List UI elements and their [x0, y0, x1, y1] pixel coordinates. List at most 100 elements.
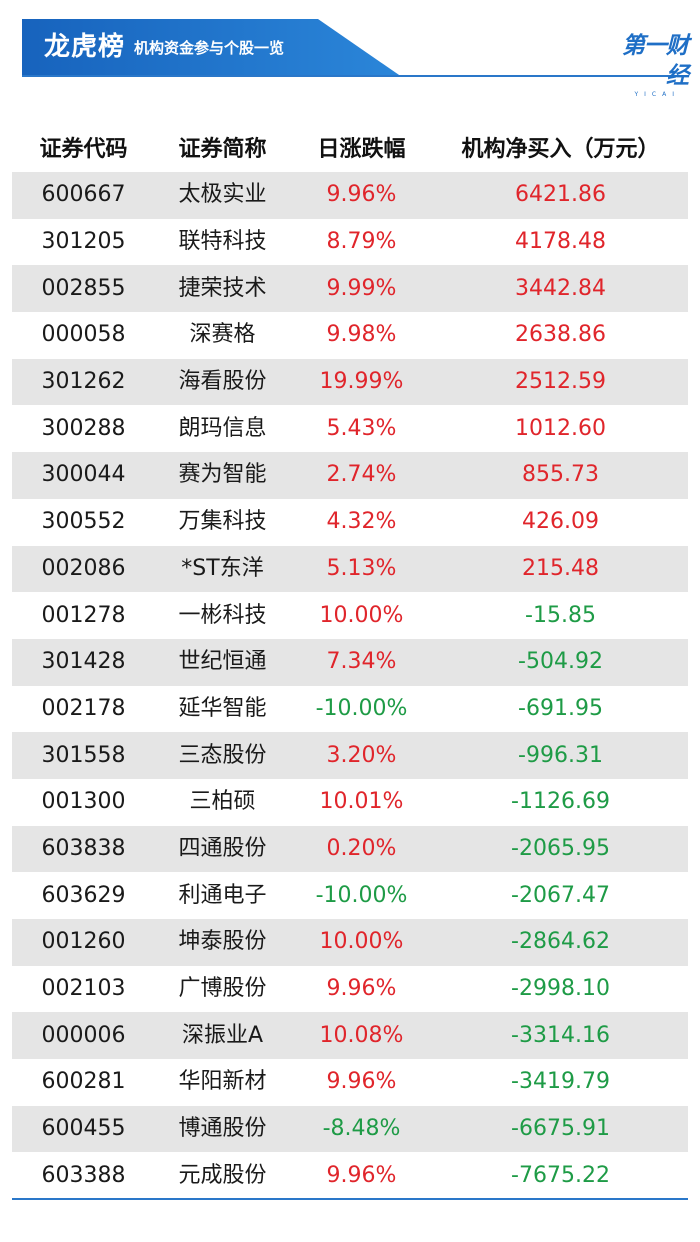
stock-code: 301262 — [41, 369, 126, 395]
table-row: 000006 深振业A 10.08% -3314.16 — [12, 1012, 688, 1060]
table-row: 301205 联特科技 8.79% 4178.48 — [12, 219, 688, 266]
stock-code: 002178 — [41, 695, 126, 721]
stock-code: 600455 — [41, 1116, 126, 1142]
daily-change: 10.01% — [319, 789, 404, 815]
net-buy: 855.73 — [522, 462, 599, 488]
net-buy: 2638.86 — [515, 322, 606, 348]
net-buy: 215.48 — [522, 555, 599, 581]
net-buy: 3442.84 — [515, 275, 606, 301]
table-row: 002855 捷荣技术 9.99% 3442.84 — [12, 265, 688, 313]
logo-subtext: YICAI — [634, 91, 680, 98]
column-header-name: 证券简称 — [178, 137, 267, 162]
stock-code: 600281 — [41, 1069, 126, 1095]
daily-change: 5.43% — [326, 415, 397, 441]
table-row: 301428 世纪恒通 7.34% -504.92 — [12, 638, 688, 686]
net-buy: -2065.95 — [511, 835, 610, 861]
daily-change: 19.99% — [319, 369, 404, 395]
stock-code: 301428 — [41, 649, 126, 675]
stock-code: 301558 — [41, 742, 126, 768]
net-buy: -1126.69 — [511, 789, 610, 815]
stock-name: 赛为智能 — [178, 462, 267, 488]
daily-change: -10.00% — [315, 882, 408, 908]
page-title: 龙虎榜 — [44, 32, 126, 62]
stock-code: 600667 — [41, 182, 126, 208]
stock-name: 朗玛信息 — [178, 415, 267, 441]
table-row: 300044 赛为智能 2.74% 855.73 — [12, 452, 688, 499]
stock-code: 603388 — [41, 1162, 126, 1188]
table-row: 603388 元成股份 9.96% -7675.22 — [12, 1152, 688, 1199]
net-buy: 4178.48 — [515, 229, 606, 255]
stock-name: 海看股份 — [178, 369, 267, 395]
daily-change: 7.34% — [326, 649, 397, 675]
table-row: 002086 *ST东洋 5.13% 215.48 — [12, 545, 688, 593]
stock-code: 001300 — [41, 789, 126, 815]
column-header-net-buy: 机构净买入（万元） — [461, 137, 660, 162]
table-row: 603629 利通电子 -10.00% -2067.47 — [12, 872, 688, 919]
daily-change: 10.08% — [319, 1022, 404, 1048]
stock-code: 001260 — [41, 929, 126, 955]
institution-funds-table: 证券代码 证券简称 日涨跌幅 机构净买入（万元） 600667 太极实业 9.96%… — [12, 128, 688, 1199]
daily-change: 5.13% — [326, 555, 397, 581]
daily-change: 8.79% — [326, 229, 397, 255]
stock-code: 300044 — [41, 462, 126, 488]
net-buy: -2998.10 — [511, 976, 610, 1002]
stock-name: 世纪恒通 — [178, 649, 267, 675]
page-subtitle: 机构资金参与个股一览 — [134, 39, 285, 57]
daily-change: 9.96% — [326, 976, 397, 1002]
net-buy: 2512.59 — [515, 369, 606, 395]
table-row: 001260 坤泰股份 10.00% -2864.62 — [12, 919, 688, 966]
net-buy: 426.09 — [522, 509, 599, 535]
daily-change: -8.48% — [322, 1116, 401, 1142]
net-buy: -2067.47 — [511, 882, 610, 908]
table-row: 600455 博通股份 -8.48% -6675.91 — [12, 1105, 688, 1153]
daily-change: 10.00% — [319, 929, 404, 955]
table-row: 300552 万集科技 4.32% 426.09 — [12, 499, 688, 546]
stock-name: 深振业A — [181, 1022, 264, 1048]
table-row: 301262 海看股份 19.99% 2512.59 — [12, 358, 688, 406]
table-row: 600667 太极实业 9.96% 6421.86 — [12, 172, 688, 219]
stock-name: 深赛格 — [189, 322, 256, 348]
title-banner — [22, 19, 402, 77]
net-buy: 1012.60 — [515, 415, 606, 441]
stock-code: 300552 — [41, 509, 126, 535]
stock-code: 002086 — [41, 555, 126, 581]
stock-name: 坤泰股份 — [178, 929, 267, 955]
stock-code: 603629 — [41, 882, 126, 908]
net-buy: -3314.16 — [511, 1022, 610, 1048]
stock-code: 002855 — [41, 275, 126, 301]
table-row: 000058 深赛格 9.98% 2638.86 — [12, 312, 688, 359]
stock-code: 002103 — [41, 976, 126, 1002]
header-divider — [22, 75, 688, 77]
table-row: 603838 四通股份 0.20% -2065.95 — [12, 825, 688, 873]
table-row: 600281 华阳新材 9.96% -3419.79 — [12, 1059, 688, 1106]
daily-change: -10.00% — [315, 695, 408, 721]
stock-name: 三柏硕 — [189, 789, 256, 815]
net-buy: -996.31 — [518, 742, 603, 768]
stock-name: 联特科技 — [178, 229, 267, 255]
stock-name: 四通股份 — [178, 835, 267, 861]
net-buy: 6421.86 — [515, 182, 606, 208]
table-header: 证券代码 证券简称 日涨跌幅 机构净买入（万元） — [12, 128, 688, 172]
daily-change: 9.96% — [326, 1069, 397, 1095]
stock-name: 华阳新材 — [178, 1069, 267, 1095]
table-row: 001300 三柏硕 10.01% -1126.69 — [12, 779, 688, 826]
net-buy: -15.85 — [525, 602, 596, 628]
daily-change: 0.20% — [326, 835, 397, 861]
stock-code: 000006 — [41, 1022, 126, 1048]
stock-code: 000058 — [41, 322, 126, 348]
stock-name: 利通电子 — [178, 882, 267, 908]
table-row: 002178 延华智能 -10.00% -691.95 — [12, 686, 688, 733]
stock-code: 001278 — [41, 602, 126, 628]
column-header-code: 证券代码 — [39, 137, 128, 162]
net-buy: -6675.91 — [511, 1116, 610, 1142]
daily-change: 9.96% — [326, 182, 397, 208]
table-row: 300288 朗玛信息 5.43% 1012.60 — [12, 405, 688, 452]
daily-change: 10.00% — [319, 602, 404, 628]
stock-name: 三态股份 — [178, 742, 267, 768]
stock-name: 广博股份 — [178, 976, 267, 1002]
net-buy: -504.92 — [518, 649, 603, 675]
net-buy: -3419.79 — [511, 1069, 610, 1095]
stock-name: 博通股份 — [178, 1116, 267, 1142]
daily-change: 9.99% — [326, 275, 397, 301]
daily-change: 4.32% — [326, 509, 397, 535]
